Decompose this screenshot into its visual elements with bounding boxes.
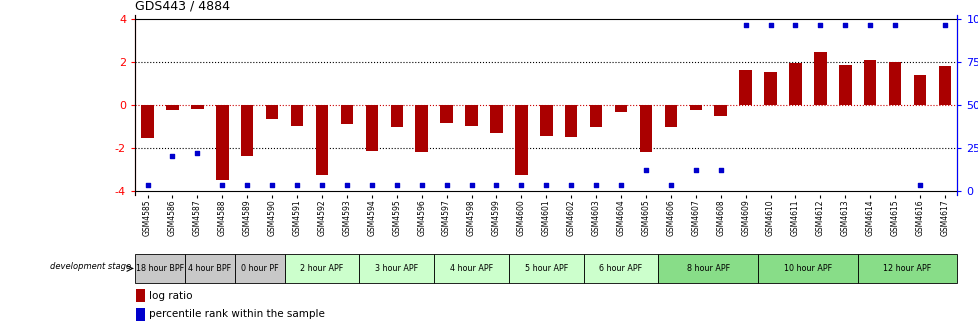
Text: 8 hour APF: 8 hour APF — [686, 264, 729, 273]
Bar — [564, 105, 577, 137]
Point — [488, 183, 504, 188]
Bar — [490, 105, 502, 133]
Point — [862, 22, 877, 27]
Bar — [614, 105, 627, 113]
FancyBboxPatch shape — [757, 254, 857, 283]
Text: GDS443 / 4884: GDS443 / 4884 — [135, 0, 230, 12]
Text: 0 hour PF: 0 hour PF — [241, 264, 278, 273]
Bar — [788, 63, 801, 105]
Bar — [714, 105, 727, 116]
Bar — [216, 105, 228, 180]
Bar — [241, 105, 253, 156]
Point — [787, 22, 803, 27]
Bar — [136, 289, 145, 302]
FancyBboxPatch shape — [658, 254, 757, 283]
Bar — [864, 60, 875, 105]
Bar — [738, 70, 751, 105]
Point — [812, 22, 827, 27]
Point — [338, 183, 354, 188]
Point — [140, 183, 156, 188]
Bar — [136, 308, 145, 321]
Bar — [141, 105, 154, 138]
Text: 5 hour APF: 5 hour APF — [524, 264, 567, 273]
Bar — [266, 105, 278, 119]
Point — [737, 22, 753, 27]
FancyBboxPatch shape — [185, 254, 235, 283]
Point — [164, 154, 180, 159]
Point — [588, 183, 603, 188]
Text: 3 hour APF: 3 hour APF — [375, 264, 418, 273]
Point — [538, 183, 554, 188]
FancyBboxPatch shape — [285, 254, 359, 283]
Bar — [340, 105, 353, 124]
Bar — [440, 105, 453, 123]
Point — [513, 183, 529, 188]
Point — [886, 22, 902, 27]
FancyBboxPatch shape — [583, 254, 658, 283]
Point — [688, 167, 703, 173]
Point — [662, 183, 678, 188]
Point — [612, 183, 628, 188]
Point — [214, 183, 230, 188]
FancyBboxPatch shape — [857, 254, 956, 283]
Point — [936, 22, 952, 27]
FancyBboxPatch shape — [135, 254, 185, 283]
Bar — [514, 105, 527, 174]
Text: 10 hour APF: 10 hour APF — [783, 264, 831, 273]
FancyBboxPatch shape — [359, 254, 433, 283]
Bar — [838, 66, 851, 105]
Bar — [888, 62, 901, 105]
Bar — [166, 105, 179, 110]
Bar — [814, 51, 825, 105]
Bar — [290, 105, 303, 126]
Point — [414, 183, 429, 188]
Point — [388, 183, 404, 188]
Text: 6 hour APF: 6 hour APF — [599, 264, 642, 273]
Point — [836, 22, 852, 27]
Bar — [415, 105, 427, 152]
Point — [289, 183, 304, 188]
Point — [264, 183, 280, 188]
FancyBboxPatch shape — [235, 254, 285, 283]
Bar — [764, 72, 776, 105]
Bar — [689, 105, 701, 110]
Point — [638, 167, 653, 173]
Text: percentile rank within the sample: percentile rank within the sample — [149, 309, 325, 319]
Bar — [590, 105, 601, 127]
Bar — [465, 105, 477, 126]
Bar — [316, 105, 328, 174]
Bar — [938, 67, 951, 105]
Bar — [365, 105, 378, 151]
Bar — [912, 75, 925, 105]
Text: 12 hour APF: 12 hour APF — [882, 264, 931, 273]
Bar — [540, 105, 552, 136]
FancyBboxPatch shape — [433, 254, 509, 283]
Bar — [191, 105, 203, 109]
Text: 4 hour BPF: 4 hour BPF — [188, 264, 231, 273]
FancyBboxPatch shape — [509, 254, 583, 283]
Point — [562, 183, 578, 188]
Text: 4 hour APF: 4 hour APF — [450, 264, 493, 273]
Bar — [390, 105, 403, 127]
Bar — [664, 105, 677, 127]
Point — [464, 183, 479, 188]
Text: 18 hour BPF: 18 hour BPF — [136, 264, 184, 273]
Bar — [639, 105, 651, 152]
Point — [762, 22, 778, 27]
Point — [438, 183, 454, 188]
Point — [364, 183, 379, 188]
Text: log ratio: log ratio — [149, 291, 192, 301]
Text: development stage: development stage — [50, 262, 131, 271]
Point — [911, 183, 927, 188]
Point — [190, 150, 205, 156]
Point — [712, 167, 728, 173]
Text: 2 hour APF: 2 hour APF — [300, 264, 343, 273]
Point — [240, 183, 255, 188]
Point — [314, 183, 330, 188]
